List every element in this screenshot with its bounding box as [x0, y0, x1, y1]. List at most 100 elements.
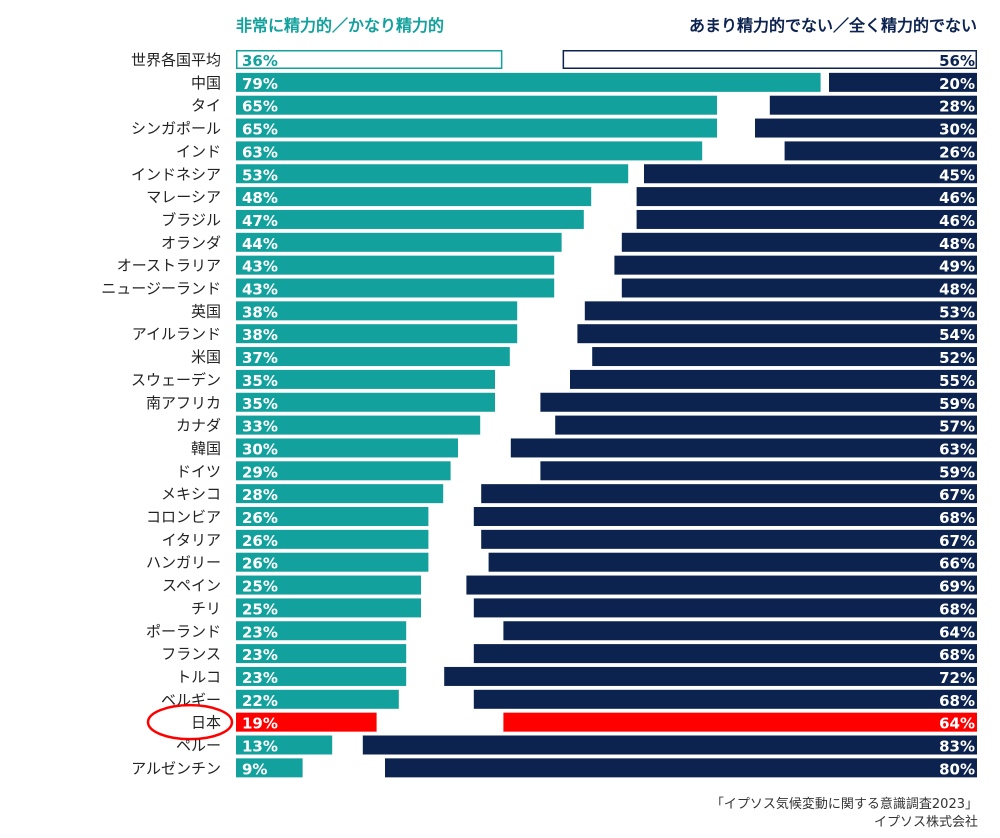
bar-positive	[236, 438, 458, 458]
value-label-positive: 48%	[242, 189, 278, 207]
value-label-positive: 43%	[242, 281, 278, 299]
bar-positive	[236, 301, 518, 321]
value-label-positive: 28%	[242, 486, 278, 504]
source-line-1: 「イプソス気候変動に関する意識調査2023」	[710, 797, 978, 812]
category-label: タイ	[191, 97, 221, 115]
category-label: ブラジル	[161, 211, 221, 229]
bar-negative	[444, 666, 977, 686]
chart-row: オーストラリア 43% 49%	[117, 255, 977, 276]
category-label: スペイン	[162, 577, 221, 595]
value-label-negative: 57%	[939, 418, 975, 436]
category-label: オランダ	[161, 234, 221, 252]
value-label-negative: 46%	[939, 212, 975, 230]
value-label-positive: 30%	[242, 440, 278, 458]
bar-negative	[385, 758, 977, 778]
chart-row: シンガポール 65% 30%	[131, 118, 977, 139]
category-label: コロンビア	[146, 508, 221, 526]
category-label: チリ	[191, 599, 221, 617]
bar-negative	[473, 689, 977, 709]
value-label-negative: 59%	[939, 395, 975, 413]
chart-row: ペルー 13% 83%	[176, 735, 977, 756]
value-label-negative: 45%	[939, 166, 975, 184]
bar-positive	[236, 118, 717, 138]
value-label-positive: 37%	[242, 349, 278, 367]
legend-positive-label: 非常に精力的／かなり精力的	[236, 16, 444, 35]
chart-row: ベルギー 22% 68%	[161, 689, 977, 710]
chart-row: ハンガリー 26% 66%	[146, 552, 977, 573]
value-label-negative: 80%	[939, 760, 975, 778]
value-label-negative: 20%	[939, 75, 975, 93]
value-label-negative: 83%	[939, 738, 975, 756]
bar-positive	[236, 141, 703, 161]
chart-row: 日本 19% 64%	[146, 703, 977, 741]
value-label-negative: 48%	[939, 281, 975, 299]
category-label: 南アフリカ	[146, 394, 221, 412]
bar-negative	[570, 369, 977, 389]
bar-positive	[236, 255, 555, 275]
bar-positive	[236, 461, 451, 481]
bar-positive	[236, 758, 303, 778]
bar-positive	[236, 415, 481, 435]
value-label-positive: 38%	[242, 303, 278, 321]
bar-negative	[473, 644, 977, 664]
bar-negative	[614, 255, 977, 275]
bar-positive	[236, 552, 429, 572]
value-label-positive: 47%	[242, 212, 278, 230]
category-label: 日本	[191, 714, 221, 732]
chart-row: 南アフリカ 35% 59%	[146, 392, 977, 413]
value-label-positive: 22%	[242, 692, 278, 710]
category-label: 米国	[191, 348, 221, 366]
value-label-positive: 38%	[242, 326, 278, 344]
value-label-positive: 53%	[242, 166, 278, 184]
chart-row: アイルランド 38% 54%	[132, 324, 977, 344]
chart-row: 世界各国平均 36% 56%	[131, 50, 977, 70]
value-label-positive: 26%	[242, 555, 278, 573]
bar-negative	[473, 507, 977, 526]
value-label-negative: 68%	[939, 509, 975, 527]
category-label: 韓国	[191, 439, 221, 457]
chart-row: スペイン 25% 69%	[162, 575, 977, 596]
value-label-positive: 23%	[242, 646, 278, 664]
value-label-negative: 67%	[939, 486, 975, 504]
value-label-positive: 65%	[242, 98, 278, 116]
category-label: オーストラリア	[117, 257, 221, 275]
value-label-positive: 35%	[242, 395, 278, 413]
bar-positive	[236, 72, 821, 92]
value-label-positive: 63%	[242, 143, 278, 161]
category-label: アルゼンチン	[131, 759, 221, 777]
bar-positive	[236, 164, 629, 184]
bar-negative	[503, 712, 977, 732]
chart-row: メキシコ 28% 67%	[161, 484, 977, 504]
category-label: ニュージーランド	[101, 280, 221, 298]
value-label-negative: 63%	[939, 440, 975, 458]
value-label-negative: 56%	[939, 52, 975, 70]
value-label-negative: 30%	[939, 121, 975, 139]
value-label-negative: 28%	[939, 98, 975, 116]
value-label-positive: 25%	[242, 578, 278, 596]
value-label-negative: 68%	[939, 600, 975, 618]
value-label-positive: 13%	[242, 738, 278, 756]
bar-negative	[636, 209, 977, 229]
value-label-positive: 9%	[242, 760, 267, 778]
category-label: ペルー	[176, 737, 221, 755]
bar-negative	[592, 347, 977, 367]
bar-positive	[236, 187, 592, 207]
chart-row: インドネシア 53% 45%	[131, 164, 977, 184]
bar-positive	[236, 529, 429, 549]
value-label-positive: 29%	[242, 463, 278, 481]
category-label: ベルギー	[161, 691, 221, 709]
value-label-positive: 65%	[242, 121, 278, 139]
category-label: インドネシア	[131, 165, 221, 183]
bar-negative	[466, 575, 977, 595]
chart-row: 韓国 30% 63%	[191, 438, 977, 458]
value-label-negative: 68%	[939, 692, 975, 710]
bar-positive	[236, 644, 407, 664]
chart-row: ニュージーランド 43% 48%	[101, 278, 977, 299]
value-label-negative: 64%	[939, 623, 975, 641]
bar-positive	[236, 712, 377, 732]
bar-negative	[481, 484, 977, 504]
chart-row: ブラジル 47% 46%	[161, 209, 977, 230]
bar-negative	[584, 301, 977, 321]
category-label: フランス	[161, 645, 221, 663]
category-label: ハンガリー	[146, 554, 221, 572]
